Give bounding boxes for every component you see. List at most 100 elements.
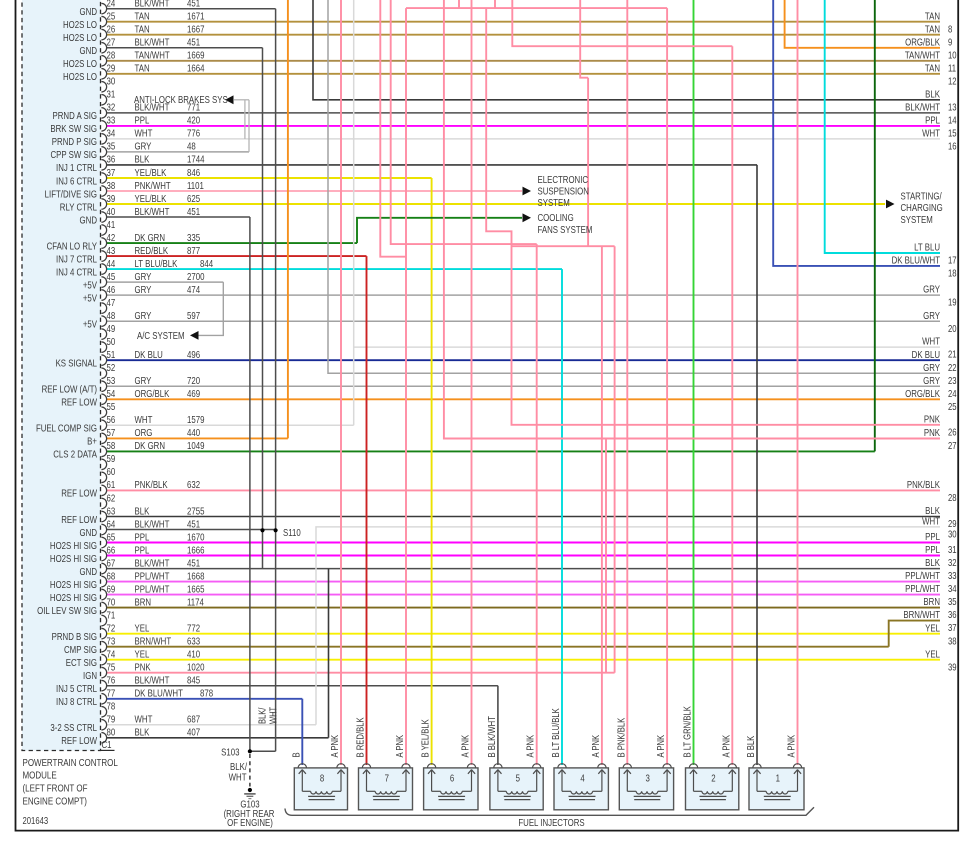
svg-text:2755: 2755 (187, 505, 204, 516)
svg-text:PPL: PPL (135, 115, 150, 126)
svg-text:GRY: GRY (135, 284, 152, 295)
svg-text:38: 38 (107, 180, 116, 191)
svg-text:29: 29 (107, 63, 116, 74)
svg-text:BLK/WHT: BLK/WHT (135, 102, 170, 113)
svg-text:1669: 1669 (187, 50, 204, 61)
svg-text:25: 25 (107, 11, 116, 22)
svg-text:GRY: GRY (135, 310, 152, 321)
svg-text:64: 64 (107, 518, 116, 529)
svg-text:625: 625 (187, 193, 200, 204)
svg-text:14: 14 (948, 115, 957, 126)
svg-text:WHT: WHT (135, 714, 153, 725)
svg-text:BRN: BRN (923, 596, 940, 607)
svg-text:1579: 1579 (187, 414, 204, 425)
svg-text:REF LOW: REF LOW (61, 514, 97, 525)
svg-text:846: 846 (187, 167, 200, 178)
svg-text:PPL/WHT: PPL/WHT (905, 583, 940, 594)
svg-text:451: 451 (187, 206, 200, 217)
svg-text:1667: 1667 (187, 24, 204, 35)
svg-text:30: 30 (107, 76, 116, 87)
svg-text:74: 74 (107, 649, 116, 660)
svg-text:69: 69 (107, 583, 116, 594)
svg-text:34: 34 (107, 128, 116, 139)
svg-text:G103: G103 (240, 799, 259, 810)
svg-text:B+: B+ (87, 436, 97, 447)
svg-text:BRN/WHT: BRN/WHT (903, 609, 940, 620)
svg-text:11: 11 (948, 62, 956, 73)
svg-text:BLK/WHT: BLK/WHT (135, 0, 170, 9)
svg-text:TAN: TAN (135, 24, 150, 35)
svg-text:MODULE: MODULE (23, 770, 57, 781)
svg-text:52: 52 (107, 362, 116, 373)
svg-text:HO2S HI SIG: HO2S HI SIG (50, 592, 97, 603)
svg-text:34: 34 (948, 583, 957, 594)
svg-text:29: 29 (948, 518, 957, 529)
svg-text:1744: 1744 (187, 154, 204, 165)
svg-text:35: 35 (107, 141, 116, 152)
svg-text:BLK/WHT: BLK/WHT (135, 206, 170, 217)
svg-text:PNK/WHT: PNK/WHT (135, 180, 172, 191)
svg-text:19: 19 (948, 297, 957, 308)
svg-text:+5V: +5V (83, 279, 98, 290)
svg-text:INJ 1 CTRL: INJ 1 CTRL (56, 162, 97, 173)
svg-text:BLK: BLK (135, 505, 150, 516)
svg-text:PPL/WHT: PPL/WHT (135, 570, 170, 581)
svg-text:39: 39 (948, 661, 957, 672)
svg-text:ANTI-LOCK BRAKES SYS: ANTI-LOCK BRAKES SYS (134, 94, 228, 105)
svg-text:PPL: PPL (925, 544, 940, 555)
svg-text:PRND P SIG: PRND P SIG (52, 136, 97, 147)
svg-text:REF LOW: REF LOW (61, 488, 97, 499)
svg-text:40: 40 (107, 206, 116, 217)
svg-text:66: 66 (107, 544, 116, 555)
svg-text:S110: S110 (283, 527, 301, 538)
svg-text:GRY: GRY (923, 310, 940, 321)
svg-text:28: 28 (948, 492, 957, 503)
svg-text:PNK/BLK: PNK/BLK (907, 479, 940, 490)
svg-text:GRY: GRY (135, 271, 152, 282)
svg-text:ORG/BLK: ORG/BLK (135, 388, 170, 399)
svg-text:PNK: PNK (924, 413, 940, 424)
svg-text:44: 44 (107, 258, 116, 269)
svg-text:PRND B SIG: PRND B SIG (52, 631, 97, 642)
svg-text:TAN: TAN (925, 62, 940, 73)
svg-text:HO2S LO: HO2S LO (63, 32, 97, 43)
svg-text:BLK/WHT: BLK/WHT (135, 37, 170, 48)
svg-text:1174: 1174 (187, 596, 204, 607)
svg-text:451: 451 (187, 518, 200, 529)
svg-text:PPL/WHT: PPL/WHT (135, 583, 170, 594)
svg-text:WHT: WHT (922, 516, 940, 527)
svg-text:24: 24 (107, 0, 116, 9)
svg-text:28: 28 (107, 50, 116, 61)
svg-text:A PNK: A PNK (394, 735, 405, 758)
svg-text:LT BLU/BLK: LT BLU/BLK (135, 258, 178, 269)
svg-text:474: 474 (187, 284, 200, 295)
svg-text:CMP SIG: CMP SIG (64, 644, 97, 655)
svg-text:27: 27 (948, 440, 957, 451)
svg-text:36: 36 (107, 154, 116, 165)
svg-text:INJ 5 CTRL: INJ 5 CTRL (56, 683, 97, 694)
svg-text:878: 878 (200, 688, 213, 699)
svg-text:496: 496 (187, 349, 200, 360)
svg-text:22: 22 (948, 362, 957, 373)
svg-text:BLK: BLK (925, 505, 940, 516)
svg-text:WHT: WHT (268, 706, 279, 724)
svg-text:15: 15 (948, 128, 957, 139)
svg-text:10: 10 (948, 49, 957, 60)
svg-text:78: 78 (107, 701, 116, 712)
svg-text:YEL: YEL (925, 622, 940, 633)
svg-text:PNK: PNK (135, 662, 151, 673)
svg-text:48: 48 (107, 310, 116, 321)
svg-text:HO2S HI SIG: HO2S HI SIG (50, 553, 97, 564)
svg-text:1101: 1101 (187, 180, 204, 191)
svg-text:4: 4 (580, 773, 584, 784)
svg-text:TAN/WHT: TAN/WHT (135, 50, 171, 61)
svg-text:58: 58 (107, 440, 116, 451)
svg-text:GND: GND (80, 527, 98, 538)
svg-text:C1: C1 (102, 739, 112, 750)
svg-text:GND: GND (80, 45, 98, 56)
svg-text:DK GRN: DK GRN (135, 232, 166, 243)
svg-text:REF LOW: REF LOW (61, 735, 97, 746)
svg-text:TAN: TAN (135, 63, 150, 74)
svg-text:A PNK: A PNK (525, 735, 536, 758)
svg-text:57: 57 (107, 427, 116, 438)
